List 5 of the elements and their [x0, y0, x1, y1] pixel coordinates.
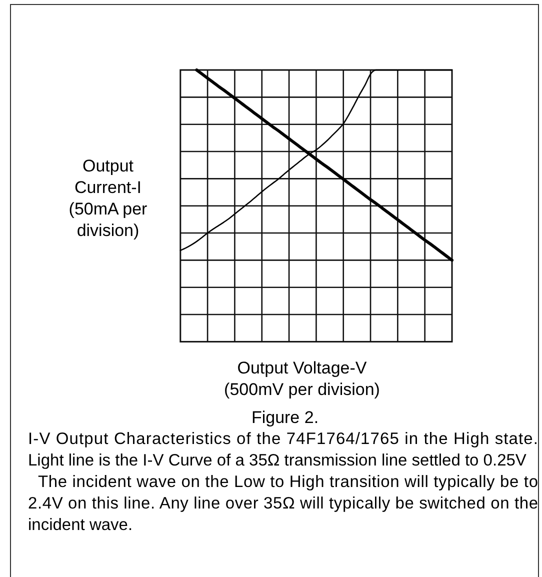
caption: Figure 2.	[251, 408, 319, 426]
y-axis-title: Output Current-I (50mA per division)	[68, 156, 148, 240]
text: I-V Output Characteristics of the 74F1764/1765 in the High state. Light line is the I-V Curve of a 35Ω transmission line settled to 0.25V	[28, 430, 538, 470]
x-axis-title: Output Voltage-V (500mV per division)	[224, 358, 380, 399]
text: The incident wave on the Low to High transition will typically be to 2.4V on this line. Any line over 35Ω will typically be switched on the incident wave.	[28, 472, 538, 534]
